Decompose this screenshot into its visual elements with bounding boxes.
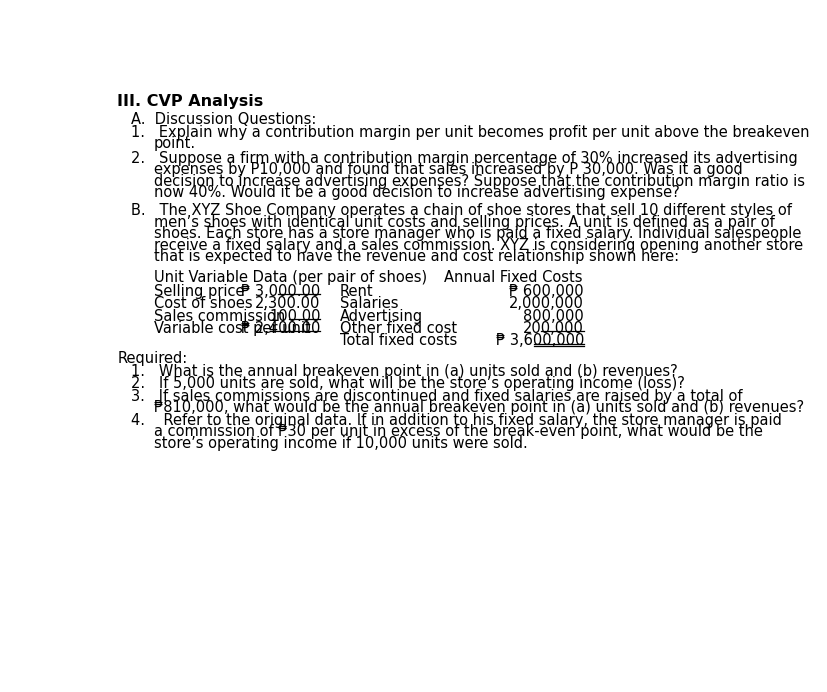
Text: Rent: Rent bbox=[339, 284, 373, 299]
Text: ₱ 600,000: ₱ 600,000 bbox=[509, 284, 583, 299]
Text: B.   The XYZ Shoe Company operates a chain of shoe stores that sell 10 different: B. The XYZ Shoe Company operates a chain… bbox=[131, 203, 791, 218]
Text: ₱ 2,400.00: ₱ 2,400.00 bbox=[241, 321, 320, 336]
Text: 200,000: 200,000 bbox=[523, 321, 583, 336]
Text: 4.    Refer to the original data. If in addition to his fixed salary, the store : 4. Refer to the original data. If in add… bbox=[131, 412, 781, 428]
Text: 2.   If 5,000 units are sold, what will be the store’s operating income (loss)?: 2. If 5,000 units are sold, what will be… bbox=[131, 376, 684, 392]
Text: point.: point. bbox=[154, 136, 196, 151]
Text: 2.   Suppose a firm with a contribution margin percentage of 30% increased its a: 2. Suppose a firm with a contribution ma… bbox=[131, 151, 796, 166]
Text: receive a fixed salary and a sales commission. XYZ is considering opening anothe: receive a fixed salary and a sales commi… bbox=[154, 238, 802, 253]
Text: Unit Variable Data (per pair of shoes): Unit Variable Data (per pair of shoes) bbox=[154, 270, 427, 285]
Text: 1.   What is the annual breakeven point in (a) units sold and (b) revenues?: 1. What is the annual breakeven point in… bbox=[131, 364, 676, 379]
Text: ₱ 3,600,000: ₱ 3,600,000 bbox=[495, 334, 583, 348]
Text: Advertising: Advertising bbox=[339, 309, 423, 324]
Text: Required:: Required: bbox=[117, 351, 188, 366]
Text: that is expected to have the revenue and cost relationship shown here:: that is expected to have the revenue and… bbox=[154, 249, 678, 264]
Text: a commission of ₱30 per unit in excess of the break-even point, what would be th: a commission of ₱30 per unit in excess o… bbox=[154, 424, 762, 439]
Text: Variable cost per unit: Variable cost per unit bbox=[154, 321, 310, 336]
Text: Annual Fixed Costs: Annual Fixed Costs bbox=[444, 270, 582, 285]
Text: decision to increase advertising expenses? Suppose that the contribution margin : decision to increase advertising expense… bbox=[154, 174, 804, 189]
Text: 2,000,000: 2,000,000 bbox=[509, 296, 583, 311]
Text: Cost of shoes: Cost of shoes bbox=[154, 296, 252, 311]
Text: 1.   Explain why a contribution margin per unit becomes profit per unit above th: 1. Explain why a contribution margin per… bbox=[131, 125, 808, 140]
Text: III. CVP Analysis: III. CVP Analysis bbox=[117, 94, 263, 109]
Text: ₱810,000, what would be the annual breakeven point in (a) units sold and (b) rev: ₱810,000, what would be the annual break… bbox=[154, 400, 803, 415]
Text: 100.00: 100.00 bbox=[269, 309, 320, 324]
Text: Other fixed cost: Other fixed cost bbox=[339, 321, 457, 336]
Text: shoes. Each store has a store manager who is paid a fixed salary. Individual sal: shoes. Each store has a store manager wh… bbox=[154, 226, 801, 242]
Text: 3.   If sales commissions are discontinued and fixed salaries are raised by a to: 3. If sales commissions are discontinued… bbox=[131, 389, 741, 403]
Text: Sales commission: Sales commission bbox=[154, 309, 284, 324]
Text: expenses by P10,000 and found that sales increased by P 30,000. Was it a good: expenses by P10,000 and found that sales… bbox=[154, 163, 742, 177]
Text: store’s operating income if 10,000 units were sold.: store’s operating income if 10,000 units… bbox=[154, 436, 527, 450]
Text: men’s shoes with identical unit costs and selling prices. A unit is defined as a: men’s shoes with identical unit costs an… bbox=[154, 215, 774, 230]
Text: A.  Discussion Questions:: A. Discussion Questions: bbox=[131, 111, 316, 127]
Text: Salaries: Salaries bbox=[339, 296, 398, 311]
Text: Selling price: Selling price bbox=[154, 284, 244, 299]
Text: 800,000: 800,000 bbox=[523, 309, 583, 324]
Text: now 40%. Would it be a good decision to increase advertising expense?: now 40%. Would it be a good decision to … bbox=[154, 185, 679, 201]
Text: Total fixed costs: Total fixed costs bbox=[339, 334, 457, 348]
Text: 2,300.00: 2,300.00 bbox=[255, 296, 320, 311]
Text: ₱ 3,000.00: ₱ 3,000.00 bbox=[241, 284, 320, 299]
